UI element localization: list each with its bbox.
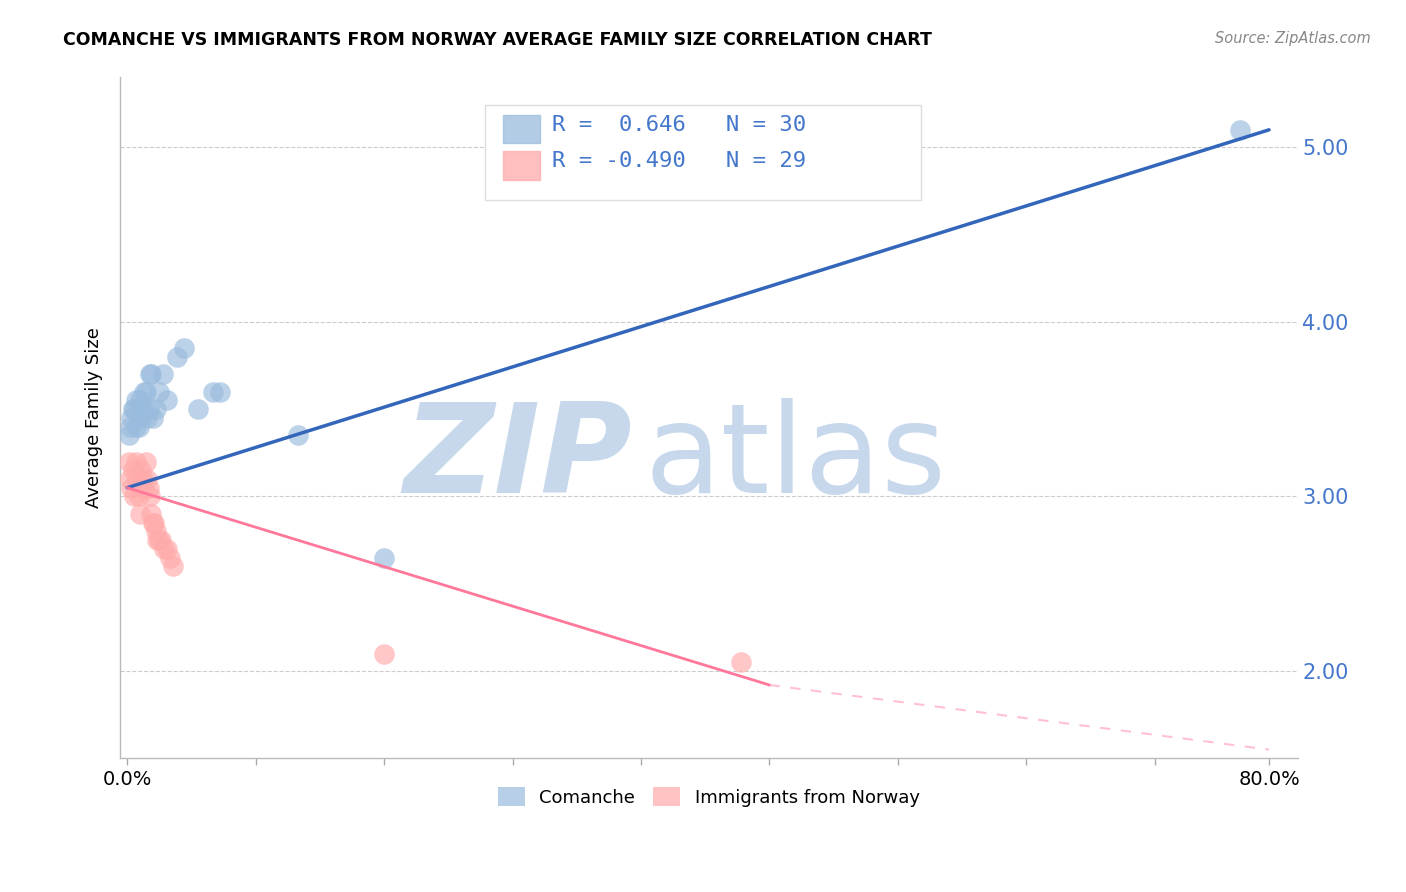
Point	[156, 541, 179, 556]
Point	[153, 541, 176, 556]
Point	[135, 454, 157, 468]
Point	[118, 472, 141, 486]
Bar	[503, 115, 540, 144]
Point	[150, 533, 173, 547]
Point	[129, 507, 152, 521]
Point	[145, 524, 167, 539]
Point	[121, 463, 143, 477]
Point	[128, 490, 150, 504]
Point	[128, 419, 150, 434]
Point	[117, 428, 139, 442]
Point	[124, 419, 146, 434]
Point	[159, 550, 181, 565]
Point	[132, 472, 155, 486]
Point	[287, 428, 309, 442]
Point	[139, 368, 162, 382]
Point	[373, 550, 395, 565]
Point	[129, 393, 152, 408]
Point	[127, 472, 149, 486]
Text: ZIP: ZIP	[404, 398, 633, 519]
Point	[138, 481, 160, 495]
Point	[131, 463, 153, 477]
Point	[373, 647, 395, 661]
Y-axis label: Average Family Size: Average Family Size	[86, 327, 103, 508]
Point	[136, 410, 159, 425]
Point	[120, 481, 142, 495]
Text: COMANCHE VS IMMIGRANTS FROM NORWAY AVERAGE FAMILY SIZE CORRELATION CHART: COMANCHE VS IMMIGRANTS FROM NORWAY AVERA…	[63, 31, 932, 49]
Point	[145, 402, 167, 417]
Point	[122, 402, 145, 417]
Point	[148, 384, 170, 399]
Point	[134, 481, 156, 495]
Point	[122, 490, 145, 504]
Point	[201, 384, 224, 399]
Point	[124, 393, 146, 408]
Point	[132, 402, 155, 417]
Point	[173, 341, 195, 355]
Point	[146, 533, 169, 547]
Bar	[503, 151, 540, 179]
Text: R =  0.646   N = 30: R = 0.646 N = 30	[553, 115, 806, 135]
Point	[136, 472, 159, 486]
Point	[142, 516, 165, 530]
Text: R = -0.490   N = 29: R = -0.490 N = 29	[553, 151, 806, 171]
Point	[134, 384, 156, 399]
Point	[121, 402, 143, 417]
Text: Source: ZipAtlas.com: Source: ZipAtlas.com	[1215, 31, 1371, 46]
FancyBboxPatch shape	[485, 104, 921, 200]
Point	[730, 656, 752, 670]
Legend: Comanche, Immigrants from Norway: Comanche, Immigrants from Norway	[491, 780, 927, 814]
Point	[187, 402, 209, 417]
Point	[118, 419, 141, 434]
Point	[135, 384, 157, 399]
Text: atlas: atlas	[644, 398, 946, 519]
Point	[139, 490, 162, 504]
Point	[120, 410, 142, 425]
Point	[143, 516, 166, 530]
Point	[141, 368, 163, 382]
Point	[138, 402, 160, 417]
Point	[1229, 123, 1251, 137]
Point	[124, 454, 146, 468]
Point	[131, 410, 153, 425]
Point	[156, 393, 179, 408]
Point	[208, 384, 231, 399]
Point	[142, 410, 165, 425]
Point	[148, 533, 170, 547]
Point	[152, 368, 174, 382]
Point	[166, 350, 188, 364]
Point	[141, 507, 163, 521]
Point	[162, 559, 184, 574]
Point	[117, 454, 139, 468]
